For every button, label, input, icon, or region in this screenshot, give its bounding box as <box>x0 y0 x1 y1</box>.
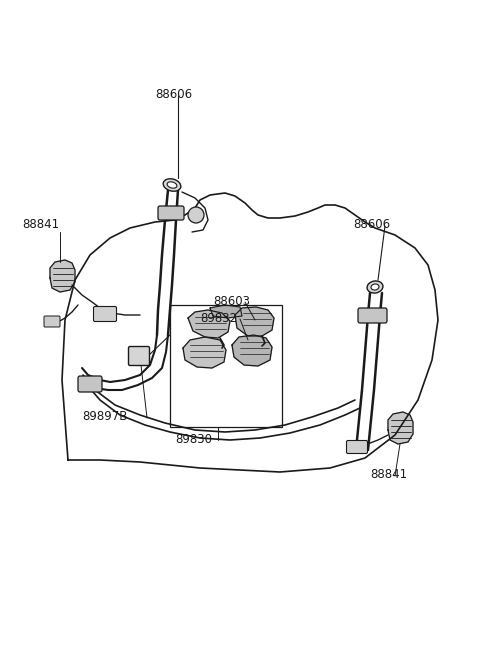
Text: 88603: 88603 <box>213 295 250 308</box>
Polygon shape <box>388 412 413 444</box>
Polygon shape <box>183 337 226 368</box>
Polygon shape <box>50 260 75 292</box>
FancyBboxPatch shape <box>158 206 184 220</box>
Polygon shape <box>188 310 230 338</box>
Ellipse shape <box>163 179 181 191</box>
Polygon shape <box>232 335 272 366</box>
FancyBboxPatch shape <box>94 307 117 322</box>
Text: 89897B: 89897B <box>82 410 127 423</box>
Ellipse shape <box>167 182 177 188</box>
FancyBboxPatch shape <box>44 316 60 327</box>
Text: 88841: 88841 <box>370 468 407 481</box>
Text: 88841: 88841 <box>22 218 59 231</box>
Circle shape <box>188 207 204 223</box>
FancyBboxPatch shape <box>129 346 149 365</box>
Text: 89832: 89832 <box>200 312 237 325</box>
Text: 89830: 89830 <box>175 433 212 446</box>
FancyBboxPatch shape <box>78 376 102 392</box>
Text: 88606: 88606 <box>155 88 192 101</box>
FancyBboxPatch shape <box>358 308 387 323</box>
Polygon shape <box>235 307 274 336</box>
Ellipse shape <box>367 281 383 293</box>
Text: 88606: 88606 <box>353 218 390 231</box>
Polygon shape <box>210 305 242 318</box>
FancyBboxPatch shape <box>347 441 368 453</box>
Ellipse shape <box>371 284 379 290</box>
Bar <box>170 305 282 427</box>
